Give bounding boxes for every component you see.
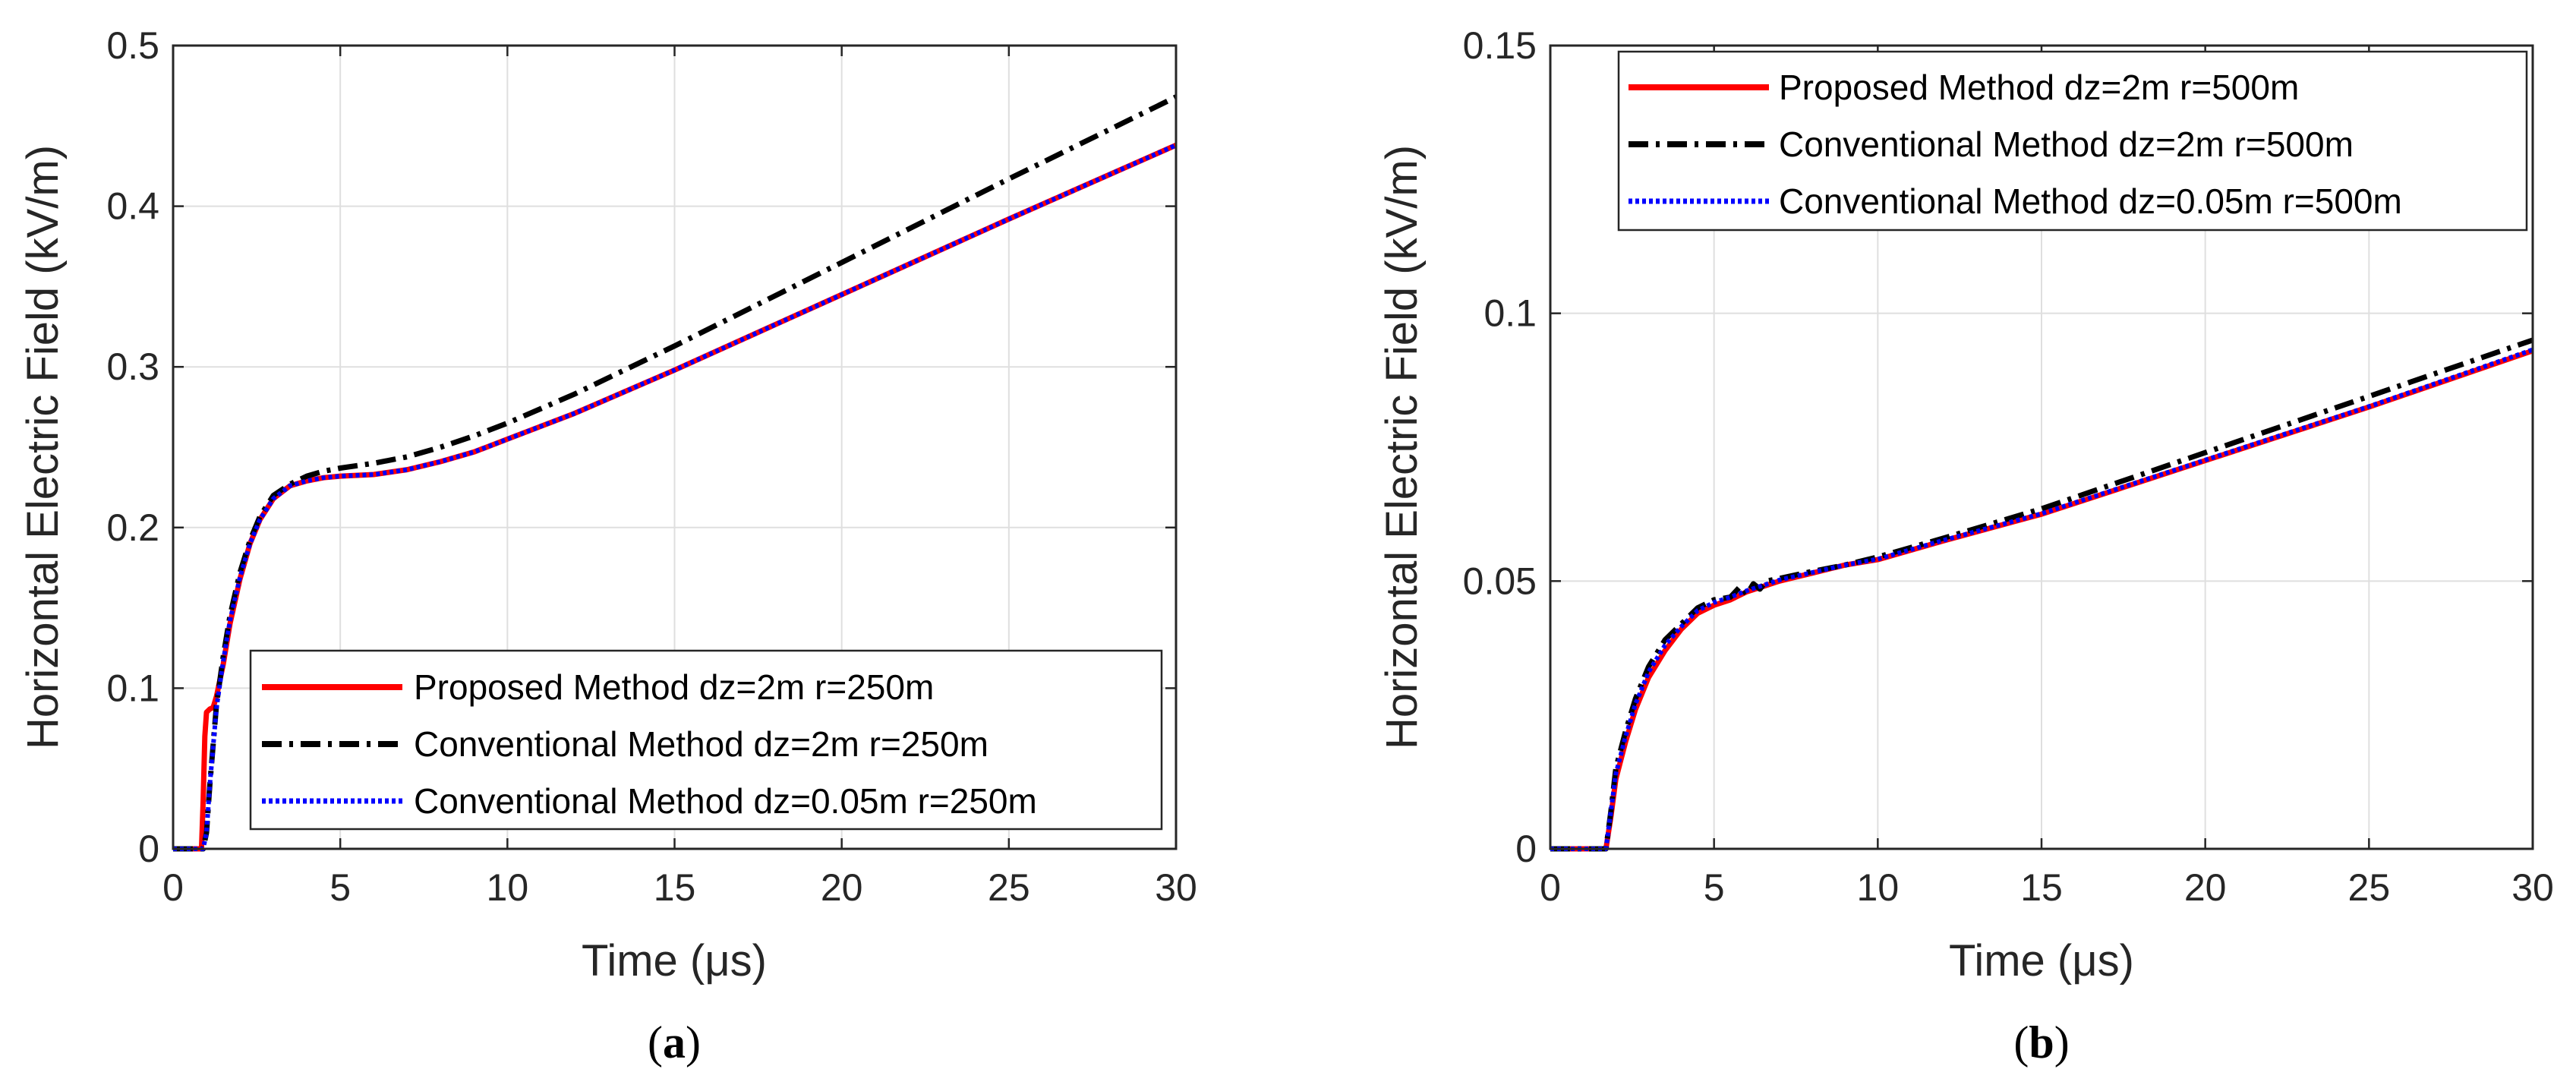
series-line-3: [173, 143, 1178, 851]
x-tick-label: 15: [2020, 866, 2063, 909]
caption-close-paren: ): [686, 1017, 701, 1068]
caption-close-paren: ): [2054, 1017, 2070, 1068]
y-tick-label: 0.1: [106, 667, 159, 709]
series-line-2: [173, 94, 1178, 852]
y-tick-label: 0: [1515, 828, 1537, 870]
y-axis-label: Horizontal Electric Field (kV/m): [1377, 145, 1427, 749]
x-axis-label: Time (μs): [582, 936, 767, 986]
x-tick-label: 15: [654, 866, 696, 909]
caption-letter: b: [2029, 1017, 2054, 1068]
caption-open-paren: (: [648, 1017, 663, 1068]
y-tick-label: 0.1: [1483, 292, 1537, 335]
legend-label-3: Conventional Method dz=0.05m r=250m: [414, 781, 1037, 821]
x-tick-label: 0: [1540, 866, 1561, 909]
x-tick-label: 25: [2348, 866, 2391, 909]
panel-caption: (b): [2013, 1017, 2069, 1068]
x-tick-label: 30: [2511, 866, 2554, 909]
x-tick-label: 0: [162, 866, 184, 909]
y-tick-label: 0.5: [106, 24, 159, 67]
chart-panel-a: 0 5 10 15 20 25 30 00.10.20.30.40.5 Time (μs) …: [18, 24, 1197, 1068]
panel-caption: (a): [648, 1017, 701, 1068]
y-tick-label: 0.4: [106, 185, 159, 228]
x-tick-label: 10: [1857, 866, 1900, 909]
x-tick-labels: 0 5 10 15 20 25 30: [1540, 866, 2554, 909]
series-lines: [1550, 337, 2534, 852]
legend: Proposed Method dz=2m r=500m Conventional…: [1617, 50, 2528, 232]
y-tick-label: 0.2: [106, 506, 159, 549]
y-tick-label: 0.05: [1463, 560, 1537, 602]
x-tick-label: 5: [1704, 866, 1725, 909]
legend-label-1: Proposed Method dz=2m r=500m: [1779, 68, 2299, 107]
legend: Proposed Method dz=2m r=250m Conventional…: [249, 649, 1163, 831]
chart-panel-b: 0 5 10 15 20 25 30 0 0.05 0.1 0.15 Time (μs) Hori…: [1377, 24, 2554, 1068]
y-tick-labels: 0 0.05 0.1 0.15: [1463, 24, 1537, 870]
y-tick-label: 0.15: [1463, 24, 1537, 67]
x-tick-label: 5: [329, 866, 351, 909]
caption-open-paren: (: [2013, 1017, 2029, 1068]
legend-items: Proposed Method dz=2m r=500m Conventional…: [1629, 68, 2402, 221]
series-lines: [173, 94, 1178, 852]
y-tick-label: 0: [138, 828, 159, 870]
x-tick-labels: 0 5 10 15 20 25 30: [162, 866, 1197, 909]
legend-items: Proposed Method dz=2m r=250m Conventional…: [262, 667, 1037, 821]
legend-label-2: Conventional Method dz=2m r=500m: [1779, 125, 2354, 164]
x-tick-label: 25: [988, 866, 1030, 909]
x-tick-label: 10: [487, 866, 529, 909]
y-axis-label: Horizontal Electric Field (kV/m): [18, 145, 68, 749]
legend-box: [1617, 50, 2528, 232]
legend-label-3: Conventional Method dz=0.05m r=500m: [1779, 181, 2402, 221]
y-tick-labels: 0 0.1 0.2 0.3 0.4 0.5: [106, 24, 159, 870]
x-tick-label: 20: [821, 866, 863, 909]
caption-letter: a: [663, 1017, 686, 1068]
y-tick-label: 0.3: [106, 345, 159, 388]
x-axis-label: Time (μs): [1949, 936, 2134, 986]
x-tick-label: 20: [2184, 866, 2227, 909]
tick-marks: [172, 44, 1178, 850]
series-line-3: [1550, 347, 2533, 851]
legend-label-1: Proposed Method dz=2m r=250m: [414, 667, 934, 707]
legend-label-2: Conventional Method dz=2m r=250m: [414, 724, 988, 764]
x-tick-label: 30: [1155, 866, 1197, 909]
